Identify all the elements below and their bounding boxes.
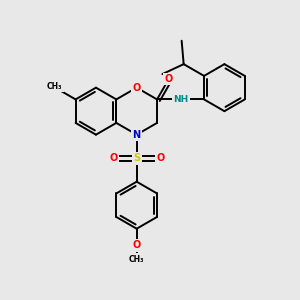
Text: CH₃: CH₃: [47, 82, 62, 91]
Text: O: O: [133, 240, 141, 250]
Text: O: O: [156, 153, 164, 163]
Text: NH: NH: [173, 95, 188, 104]
Text: N: N: [133, 130, 141, 140]
Text: O: O: [133, 83, 141, 93]
Text: O: O: [165, 74, 173, 84]
Text: CH₃: CH₃: [129, 255, 144, 264]
Text: O: O: [109, 153, 117, 163]
Text: S: S: [133, 153, 140, 163]
